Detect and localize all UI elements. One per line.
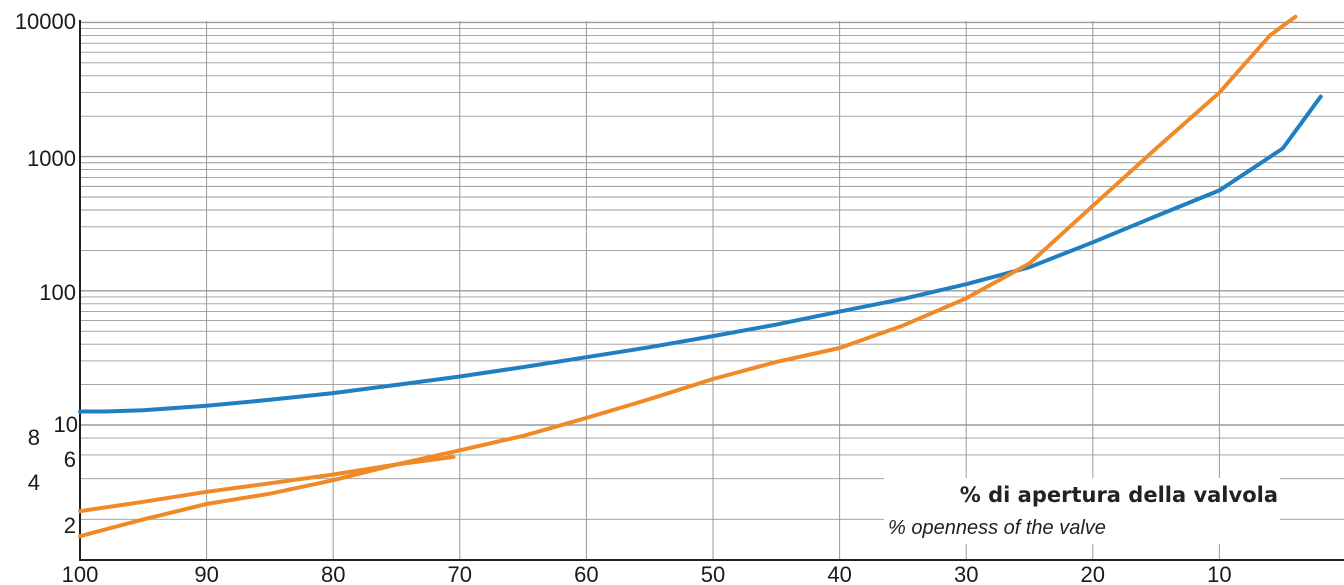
series-line-1: [78, 94, 1323, 414]
caption-sub-label: % openness of the valve: [888, 517, 1106, 539]
x-tick-label: 90: [194, 562, 218, 585]
x-tick-label: 100: [62, 562, 99, 585]
series-line-3: [78, 454, 456, 514]
grid-lines: [80, 21, 1344, 560]
caption-main-label: % di apertura della valvola: [960, 483, 1278, 507]
x-tick-label: 20: [1081, 562, 1105, 585]
x-tick-label: 40: [827, 562, 851, 585]
y-tick-label: 2: [64, 513, 76, 538]
y-tick-label: 1000: [27, 146, 76, 171]
y-tick-label: 10: [54, 412, 78, 437]
x-tick-label: 80: [321, 562, 345, 585]
x-tick-label: 30: [954, 562, 978, 585]
caption-background: [884, 478, 1280, 544]
axes: [79, 20, 1344, 561]
caption: % di apertura della valvola % openness o…: [884, 478, 1280, 544]
y-tick-label: 10000: [15, 9, 76, 34]
x-tick-label: 10: [1207, 562, 1231, 585]
y-tick-label: 100: [39, 280, 76, 305]
x-tick-label: 70: [448, 562, 472, 585]
y-tick-label: 8: [28, 425, 40, 450]
y-tick-label: 6: [64, 447, 76, 472]
series-line-2: [78, 14, 1298, 539]
x-tick-label: 50: [701, 562, 725, 585]
series-lines: [78, 14, 1323, 539]
x-tick-label: 60: [574, 562, 598, 585]
y-tick-label: 4: [28, 470, 40, 495]
